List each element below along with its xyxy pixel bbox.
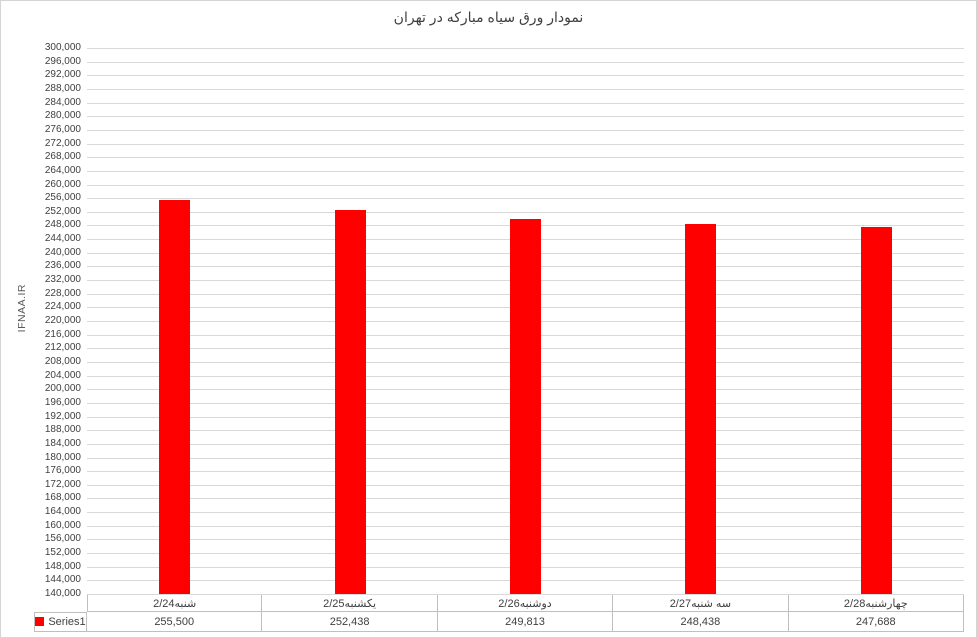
legend-marker-icon [35,617,45,626]
table-value-cell: 247,688 [788,612,964,632]
y-tick-label: 176,000 [44,465,81,476]
y-tick-label: 168,000 [44,492,81,503]
y-tick-label: 280,000 [44,110,81,121]
gridline [87,594,964,595]
y-tick-label: 224,000 [44,301,81,312]
table-category-header: چهارشنبه2/28 [788,594,964,612]
y-tick-label: 160,000 [44,520,81,531]
y-tick-label: 228,000 [44,288,81,299]
y-tick-label: 200,000 [44,383,81,394]
gridline [87,198,964,199]
gridline [87,157,964,158]
y-tick-label: 180,000 [44,452,81,463]
y-tick-label: 296,000 [44,56,81,67]
y-tick-label: 232,000 [44,274,81,285]
y-tick-label: 264,000 [44,165,81,176]
y-tick-label: 256,000 [44,192,81,203]
chart-title: نمودار ورق سیاه مبارکه در تهران [393,9,584,25]
y-tick-label: 216,000 [44,329,81,340]
y-tick-label: 260,000 [44,179,81,190]
y-tick-label: 184,000 [44,438,81,449]
data-table: شنبه2/24 یکشنبه2/25 دوشنبه2/26 سه شنبه2/27 چ… [34,594,964,632]
y-tick-label: 188,000 [44,424,81,435]
y-tick-label: 152,000 [44,547,81,558]
y-tick-label: 292,000 [44,69,81,80]
y-tick-label: 172,000 [44,479,81,490]
y-tick-label: 164,000 [44,506,81,517]
y-tick-label: 156,000 [44,533,81,544]
bar-series1-1 [159,200,190,594]
y-tick-label: 268,000 [44,151,81,162]
y-tick-label: 240,000 [44,247,81,258]
gridline [87,89,964,90]
gridline [87,130,964,131]
table-category-header: سه شنبه2/27 [613,594,789,612]
gridline [87,185,964,186]
y-tick-label: 276,000 [44,124,81,135]
table-value-cell: 255,500 [87,612,263,632]
gridline [87,103,964,104]
y-tick-label: 148,000 [44,561,81,572]
y-tick-label: 284,000 [44,97,81,108]
gridline [87,75,964,76]
y-tick-label: 212,000 [44,342,81,353]
table-category-header: دوشنبه2/26 [437,594,614,612]
y-tick-label: 140,000 [44,588,81,599]
y-tick-label: 208,000 [44,356,81,367]
y-tick-label: 252,000 [44,206,81,217]
table-value-cell: 252,438 [262,612,438,632]
table-value-cell: 249,813 [437,612,614,632]
y-tick-label: 248,000 [44,219,81,230]
gridline [87,62,964,63]
gridline [87,48,964,49]
table-category-header: شنبه2/24 [87,594,263,612]
y-tick-label: 204,000 [44,370,81,381]
y-tick-label: 236,000 [44,260,81,271]
gridline [87,212,964,213]
y-tick-label: 244,000 [44,233,81,244]
gridline [87,144,964,145]
y-tick-label: 300,000 [44,42,81,53]
bar-series1-3 [510,219,541,594]
y-tick-label: 192,000 [44,411,81,422]
y-tick-label: 220,000 [44,315,81,326]
y-tick-label: 272,000 [44,138,81,149]
bar-series1-2 [335,210,366,594]
bar-series1-4 [685,224,716,594]
gridline [87,116,964,117]
gridline [87,171,964,172]
table-value-cell: 248,438 [613,612,789,632]
bar-series1-5 [861,227,892,594]
legend-series1: Series1 [34,612,87,632]
table-category-header: یکشنبه2/25 [262,594,438,612]
y-tick-label: 196,000 [44,397,81,408]
legend-series-label: Series1 [48,616,86,628]
y-tick-label: 144,000 [44,574,81,585]
y-tick-label: 288,000 [44,83,81,94]
